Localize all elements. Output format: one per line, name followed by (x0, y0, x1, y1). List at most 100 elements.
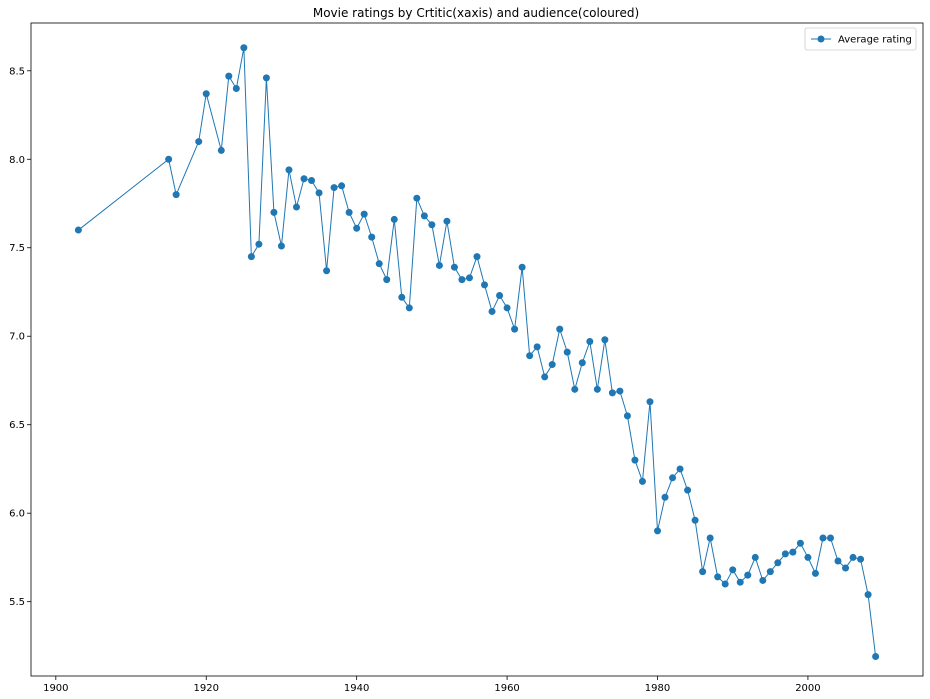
data-point (270, 208, 278, 216)
data-point (864, 591, 872, 599)
data-point (277, 242, 285, 250)
data-point (195, 138, 203, 146)
data-point (714, 573, 722, 581)
data-point (292, 203, 300, 211)
data-point (315, 189, 323, 197)
data-point (774, 559, 782, 567)
data-point (450, 263, 458, 271)
data-point (74, 226, 82, 234)
data-point (804, 553, 812, 561)
data-point (300, 175, 308, 183)
data-point (165, 155, 173, 163)
data-point (428, 221, 436, 229)
data-point (646, 398, 654, 406)
data-point (232, 84, 240, 92)
data-point (721, 580, 729, 588)
data-point (729, 566, 737, 574)
y-tick-label: 7.0 (9, 332, 25, 343)
data-point (586, 338, 594, 346)
data-point (285, 166, 293, 174)
data-point (751, 553, 759, 561)
data-point (323, 267, 331, 275)
axes-frame (30, 22, 924, 677)
y-tick-label: 6.5 (9, 420, 25, 431)
data-point (511, 325, 519, 333)
data-point (473, 253, 481, 261)
data-point (796, 539, 804, 547)
data-point (631, 456, 639, 464)
data-point (240, 44, 248, 52)
data-point (247, 253, 255, 261)
data-point (353, 224, 361, 232)
data-point (842, 564, 850, 572)
data-point (526, 352, 534, 360)
data-point (684, 486, 692, 494)
data-point (766, 568, 774, 576)
data-point (308, 176, 316, 184)
data-point (458, 276, 466, 284)
data-point (759, 576, 767, 584)
data-point (857, 555, 865, 563)
data-point (691, 516, 699, 524)
x-tick-label: 1940 (344, 683, 369, 694)
data-point (488, 307, 496, 315)
data-point (849, 553, 857, 561)
data-point (669, 474, 677, 482)
data-point (654, 527, 662, 535)
data-point (789, 548, 797, 556)
data-point (706, 534, 714, 542)
data-point (330, 184, 338, 192)
y-tick-label: 8.0 (9, 155, 25, 166)
data-point (616, 387, 624, 395)
x-tick-label: 1920 (194, 683, 219, 694)
plot-area: 5.5 6.0 6.5 7.0 7.5 8.0 8.5 1900 1920 1940 1960 198… (9, 22, 924, 694)
data-point (345, 208, 353, 216)
data-point (368, 233, 376, 241)
data-point (834, 557, 842, 565)
data-point (623, 412, 631, 420)
data-point (781, 550, 789, 558)
data-point (202, 90, 210, 98)
data-point (413, 194, 421, 202)
y-tick-label: 7.5 (9, 243, 25, 254)
data-point (744, 571, 752, 579)
legend-box (804, 27, 917, 51)
data-point (338, 182, 346, 190)
data-point (390, 215, 398, 223)
data-point (571, 385, 579, 393)
data-point (443, 217, 451, 225)
legend-label: Average rating (838, 35, 912, 46)
data-point (262, 74, 270, 82)
data-point (638, 477, 646, 485)
data-point (556, 325, 564, 333)
y-tick-label: 5.5 (9, 597, 25, 608)
data-point (398, 293, 406, 301)
data-point (405, 304, 413, 312)
data-point (608, 389, 616, 397)
data-point (383, 276, 391, 284)
data-point (172, 191, 180, 199)
data-point (217, 146, 225, 154)
data-point (661, 493, 669, 501)
data-point (225, 72, 233, 80)
data-point (360, 210, 368, 218)
data-point (503, 304, 511, 312)
y-tick-label: 6.0 (9, 509, 25, 520)
data-point (593, 385, 601, 393)
data-point (826, 534, 834, 542)
data-point (601, 336, 609, 344)
data-point (548, 361, 556, 369)
data-point (465, 274, 473, 282)
data-point (736, 578, 744, 586)
x-tick-label: 1980 (645, 683, 670, 694)
data-point (811, 569, 819, 577)
data-point (699, 568, 707, 576)
y-tick-label: 8.5 (9, 66, 25, 77)
data-point (578, 359, 586, 367)
data-point (872, 653, 880, 661)
data-point (541, 373, 549, 381)
x-tick-label: 1960 (494, 683, 519, 694)
